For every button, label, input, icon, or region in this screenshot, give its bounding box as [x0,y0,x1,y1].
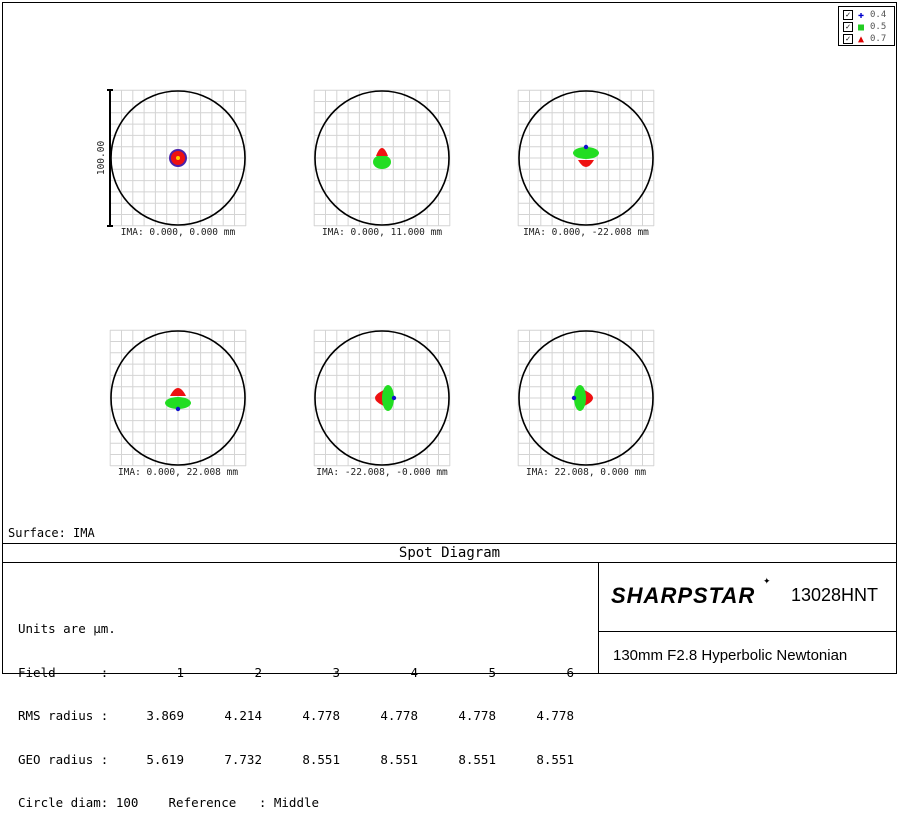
checkbox-icon[interactable]: ✓ [843,22,853,32]
triangle-marker-icon: ▲ [857,33,865,45]
field-value: 2 [254,664,262,680]
field-value: 1 [176,664,184,680]
airy-circle [518,330,654,466]
rms-label: RMS radius : [18,708,109,723]
telescope-subtitle: 130mm F2.8 Hyperbolic Newtonian [613,647,848,664]
spot-panel: IMA: 0.000, 0.000 mm [109,89,247,238]
diagram-title: Spot Diagram [3,543,896,563]
spot-diagram-plot: IMA: 0.000, 0.000 mm IMA: 0.000, 11.000 m… [96,89,655,478]
field-value: 3 [332,664,340,680]
spot-green [573,147,599,159]
units-row: Units are µm. [18,621,574,637]
divider [599,631,897,632]
brand-box: SHARPSTAR ✦ 13028HNT 130mm F2.8 Hyperbol… [598,563,897,673]
geo-row: GEO radius : 5.619 7.732 8.551 8.551 8.5… [18,751,574,768]
spot-label: IMA: -22.008, -0.000 mm [316,467,448,478]
legend-value: 0.7 [870,34,887,44]
spot-blue [571,395,577,401]
spot-red [584,390,593,406]
field-value: 5 [488,664,496,680]
spot-label: IMA: 0.000, 0.000 mm [121,227,236,238]
spot-panel: IMA: 0.000, 22.008 mm [109,329,247,478]
field-label: Field : [18,664,109,680]
circle-row: Circle diam: 100 Reference : Middle [18,795,574,811]
spot-green [574,385,586,411]
units-text: Units are µm. [18,621,116,636]
geo-value: 8.551 [458,751,496,767]
logo-star-icon: ✦ [763,577,771,587]
geo-value: 8.551 [536,751,574,767]
legend-item-0: ✓ ✚ 0.4 [843,9,886,21]
spot-blue [391,395,397,401]
spot-label: IMA: 0.000, 22.008 mm [118,467,238,478]
airy-circle [314,330,450,466]
diagram-frame [2,2,897,674]
field-row: Field : 1 2 3 4 5 6 [18,664,574,681]
spot-red [170,388,186,396]
geo-value: 5.619 [146,751,184,767]
spot-blue [175,406,181,412]
spot-red [578,160,594,167]
spot-blue [583,144,589,150]
surface-label: Surface: IMA [8,526,95,540]
spot-center [176,156,180,160]
info-panel: Units are µm. Field : 1 2 3 4 5 6 RMS ra… [18,593,574,825]
legend-value: 0.5 [870,22,887,32]
geo-label: GEO radius : [18,751,109,767]
spot-panel: IMA: -22.008, -0.000 mm [313,329,451,478]
geo-value: 8.551 [380,751,418,767]
plus-marker-icon: ✚ [857,9,865,21]
brand-logo: SHARPSTAR [611,583,756,608]
spot-red [376,148,388,156]
spot-green [373,155,391,169]
spot-green [165,397,191,409]
spot-panel: IMA: 0.000, 11.000 mm [313,89,451,238]
geo-value: 8.551 [302,751,340,767]
model-name: 13028HNT [791,585,879,605]
spot-label: IMA: 22.008, 0.000 mm [526,467,646,478]
spot-panel: IMA: 0.000, -22.008 mm [517,89,655,238]
field-value: 6 [566,664,574,680]
rms-value: 4.214 [224,708,262,723]
scale-label: 100.00 [96,141,107,176]
legend-item-2: ✓ ▲ 0.7 [843,33,886,45]
rms-value: 4.778 [458,708,496,723]
legend-value: 0.4 [870,10,887,20]
rms-value: 4.778 [380,708,418,723]
spot-red [375,390,384,406]
rms-value: 4.778 [536,708,574,723]
spot-label: IMA: 0.000, 11.000 mm [322,227,442,238]
airy-circle [518,90,654,226]
airy-circle [314,90,450,226]
spot-panel: IMA: 22.008, 0.000 mm [517,329,655,478]
legend: ✓ ✚ 0.4 ✓ ■ 0.5 ✓ ▲ 0.7 [838,6,895,46]
rms-row: RMS radius : 3.869 4.214 4.778 4.778 4.7… [18,708,574,724]
legend-item-1: ✓ ■ 0.5 [843,21,886,33]
checkbox-icon[interactable]: ✓ [843,34,853,44]
rms-value: 4.778 [302,708,340,723]
geo-value: 7.732 [224,751,262,767]
field-value: 4 [410,664,418,680]
circle-reference-text: Circle diam: 100 Reference : Middle [18,795,320,810]
checkbox-icon[interactable]: ✓ [843,10,853,20]
rms-value: 3.869 [146,708,184,723]
airy-circle [110,330,246,466]
spot-label: IMA: 0.000, -22.008 mm [523,227,649,238]
spot-green [382,385,394,411]
square-marker-icon: ■ [857,21,865,33]
